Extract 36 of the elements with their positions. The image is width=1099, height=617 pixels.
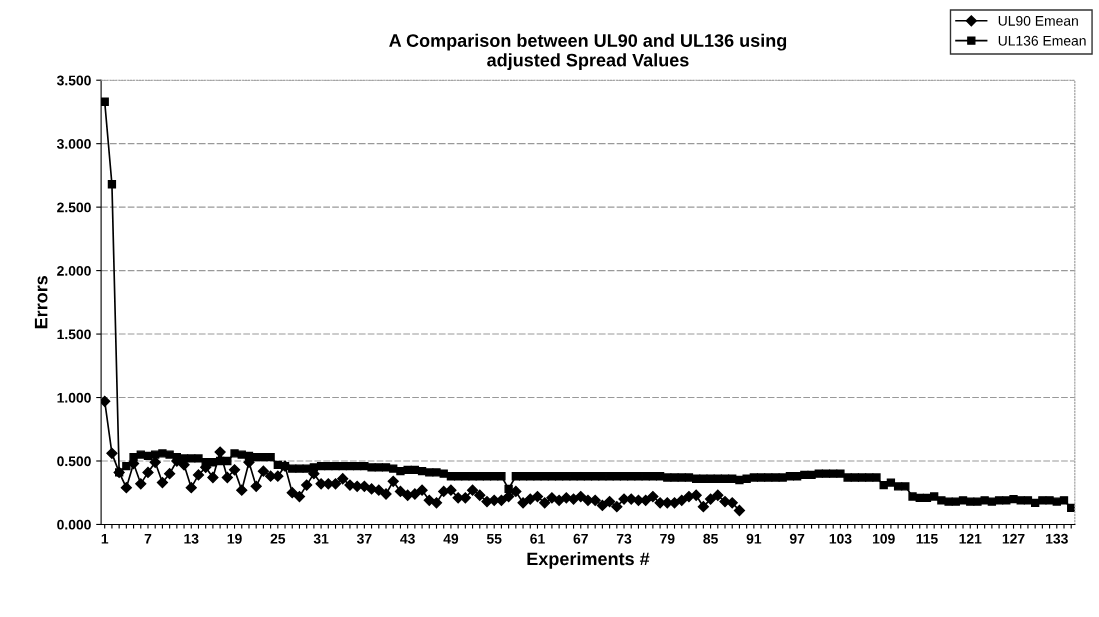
x-tick-label: 49 — [443, 533, 459, 544]
legend-label: UL136 Emean — [998, 35, 1086, 46]
x-tick-label: 43 — [400, 533, 415, 544]
x-tick-label: 127 — [1002, 533, 1025, 544]
x-tick-label: 115 — [916, 533, 938, 544]
x-tick-label: 133 — [1046, 533, 1068, 544]
x-tick-label: 91 — [746, 533, 762, 544]
x-tick-label: 79 — [660, 533, 675, 544]
x-tick-label: 13 — [184, 533, 199, 544]
x-axis-title: Experiments # — [527, 551, 650, 569]
y-tick-label: 2.500 — [57, 202, 91, 213]
x-tick-label: 85 — [703, 533, 718, 544]
y-tick-label: 3.500 — [56, 75, 91, 86]
legend-label: UL90 Emean — [998, 15, 1078, 26]
x-tick-label: 1 — [101, 533, 109, 544]
x-tick-label: 37 — [356, 533, 372, 544]
x-tick-label: 73 — [616, 533, 632, 544]
y-tick-label: 0.500 — [57, 456, 91, 467]
x-tick-label: 121 — [959, 533, 982, 544]
y-tick-label: 1.000 — [57, 392, 91, 403]
y-tick-label: 3.000 — [56, 139, 91, 149]
x-tick-label: 67 — [573, 533, 588, 544]
x-tick-label: 19 — [227, 533, 242, 544]
x-tick-label: 7 — [144, 533, 152, 544]
x-tick-label: 61 — [530, 533, 545, 544]
x-tick-label: 109 — [872, 533, 895, 544]
y-axis-title: Errors — [34, 275, 48, 329]
x-tick-label: 55 — [486, 533, 502, 544]
y-tick-label: 1.500 — [57, 329, 91, 340]
x-tick-label: 97 — [789, 533, 805, 544]
y-tick-label: 0.000 — [57, 519, 91, 530]
x-tick-label: 25 — [270, 533, 286, 544]
x-tick-label: 31 — [313, 533, 329, 544]
x-tick-label: 103 — [829, 533, 852, 544]
chart-title: A Comparison between UL90 and UL136 using adjusted Spread Values — [389, 33, 787, 71]
y-tick-label: 2.000 — [57, 265, 91, 276]
